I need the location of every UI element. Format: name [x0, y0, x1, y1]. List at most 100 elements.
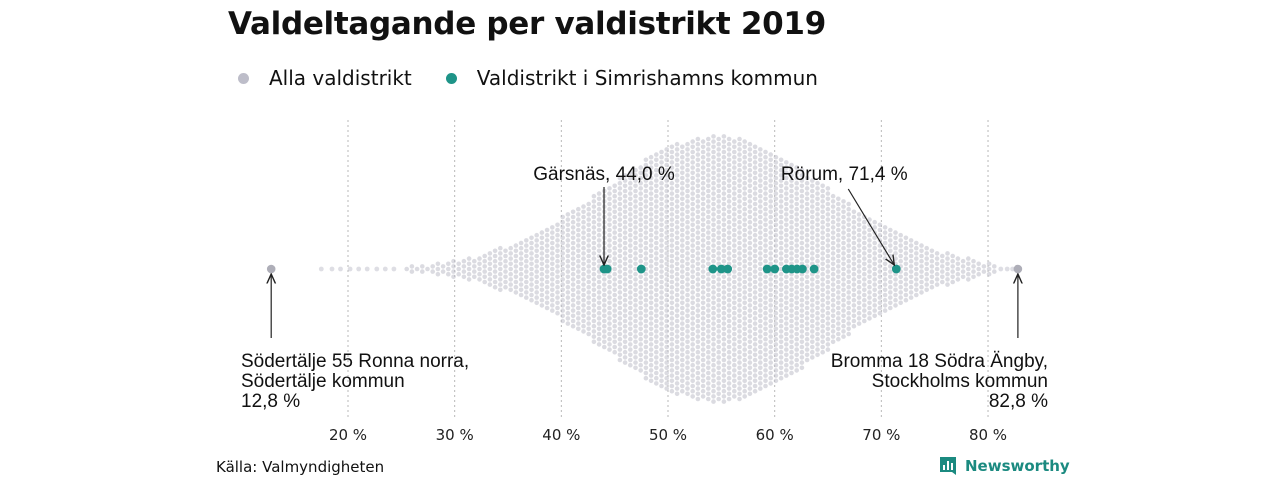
district-dot: [550, 261, 555, 267]
district-dot: [648, 321, 654, 326]
district-dot: [856, 290, 862, 295]
district-dot: [690, 352, 695, 358]
district-dot: [778, 370, 784, 376]
district-dot: [633, 266, 638, 272]
district-dot: [711, 160, 716, 165]
district-dot: [659, 243, 664, 248]
district-dot: [581, 256, 586, 261]
district-dot: [607, 300, 612, 306]
district-dot: [768, 323, 773, 329]
district-dot: [695, 313, 701, 319]
district-dot: [711, 368, 716, 373]
district-dot: [664, 209, 669, 215]
district-dot: [711, 186, 716, 191]
district-dot: [836, 212, 841, 217]
district-dot: [565, 300, 571, 306]
district-dot: [841, 199, 846, 204]
district-dot: [570, 323, 576, 329]
district-dot: [836, 279, 841, 285]
district-dot: [674, 344, 680, 350]
district-dot: [669, 373, 675, 378]
district-dot: [888, 295, 893, 300]
district-dot: [685, 292, 690, 298]
district-dot: [732, 326, 737, 332]
district-dot: [560, 287, 565, 293]
district-dot: [810, 313, 815, 319]
district-dot: [555, 264, 560, 269]
district-dot: [799, 245, 805, 251]
district-dot: [581, 329, 586, 334]
district-dot: [768, 219, 773, 225]
district-dot: [919, 284, 924, 290]
district-dot: [815, 180, 820, 186]
district-dot: [633, 271, 638, 277]
district-dot: [893, 256, 898, 261]
district-dot: [903, 277, 909, 282]
district-dot: [747, 334, 753, 339]
district-dot: [742, 373, 747, 378]
district-dot: [508, 277, 513, 282]
district-dot: [529, 256, 534, 261]
district-dot: [820, 230, 825, 235]
district-dot: [830, 313, 836, 319]
district-dot: [768, 162, 773, 168]
district-dot: [836, 284, 841, 290]
district-dot: [794, 217, 799, 222]
district-dot: [716, 167, 721, 173]
district-dot: [581, 230, 586, 235]
district-dot: [685, 308, 690, 313]
district-dot: [758, 183, 763, 189]
district-dot: [524, 284, 529, 290]
district-dot: [758, 167, 763, 173]
district-dot: [586, 274, 591, 280]
district-dot: [550, 235, 555, 241]
district-dot: [758, 162, 763, 168]
district-dot: [732, 300, 737, 306]
district-dot: [778, 360, 784, 365]
district-dot: [596, 326, 602, 332]
district-dot: [643, 251, 649, 256]
district-dot: [565, 222, 571, 228]
district-dot: [716, 193, 721, 199]
district-dot: [716, 318, 721, 324]
district-dot: [446, 266, 451, 272]
district-dot: [726, 360, 732, 365]
district-dot: [752, 222, 758, 228]
district-dot: [617, 290, 623, 295]
district-dot: [768, 370, 773, 376]
district-dot: [773, 284, 779, 290]
district-dot: [820, 287, 825, 293]
district-dot: [778, 303, 784, 308]
district-dot: [716, 396, 721, 402]
district-dot: [570, 235, 576, 241]
district-dot: [633, 173, 638, 178]
district-dot: [430, 269, 436, 274]
district-dot: [498, 282, 503, 287]
district-dot: [617, 342, 623, 347]
district-dot: [716, 225, 721, 230]
district-dot: [732, 378, 737, 384]
district-dot: [893, 303, 898, 308]
district-dot: [685, 277, 690, 282]
district-dot: [846, 279, 851, 285]
district-dot: [680, 201, 685, 207]
district-dot: [752, 362, 758, 368]
district-dot: [659, 284, 664, 290]
district-dot: [856, 212, 862, 217]
district-dot: [820, 277, 825, 282]
district-dot: [534, 238, 539, 243]
district-dot: [726, 365, 732, 371]
district-dot: [789, 349, 794, 355]
district-dot: [539, 235, 545, 241]
district-dot: [654, 209, 659, 215]
district-dot: [622, 271, 628, 277]
district-dot: [607, 212, 612, 217]
district-dot: [778, 230, 784, 235]
district-dot: [768, 375, 773, 381]
district-dot: [487, 261, 493, 267]
district-dot: [799, 251, 805, 256]
district-dot: [570, 292, 576, 298]
district-dot: [945, 282, 950, 287]
district-dot: [784, 243, 789, 248]
district-dot: [648, 217, 654, 222]
